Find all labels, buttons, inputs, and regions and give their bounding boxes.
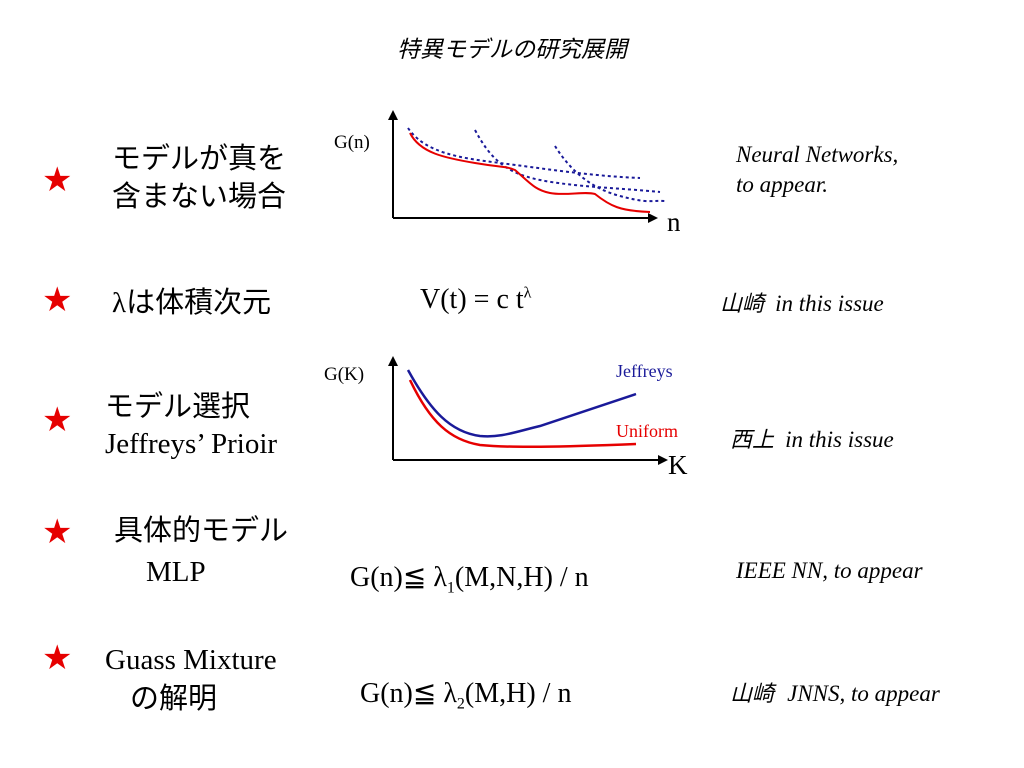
series-line-uniform [408, 379, 637, 449]
chart2-ylabel: G(K) [324, 364, 364, 385]
row4-formula-post: (M,N,H) / n [454, 562, 589, 593]
row2-formula-sup: λ [523, 284, 532, 302]
row5-label-line2: の解明 [130, 681, 218, 715]
row2-reference: 山崎 in this issue [720, 286, 884, 319]
chart1-dotted-curve-1 [407, 127, 641, 179]
row2-reference-jp: 山崎 [720, 292, 765, 317]
legend-uniform: Uniform [616, 421, 678, 441]
chart-g-k: G(K) Jeffreys Uniform K [324, 356, 688, 480]
row5-reference-en: JNNS, to appear [787, 681, 940, 706]
row2-label: λは体積次元 [112, 282, 271, 323]
row2-reference-en: in this issue [775, 291, 884, 316]
row5-label-line1: Guass Mixture [105, 644, 277, 676]
row2-lambda: λ [112, 287, 127, 319]
chart1-dotted-curve-2 [474, 129, 661, 193]
star-bullet-5: ★ [42, 638, 73, 678]
chart1-solid-curve [409, 132, 651, 213]
row1-reference-line1: Neural Networks, [736, 142, 899, 167]
row1-label-line2: 含まない場合 [112, 179, 287, 213]
chart1-y-arrow [388, 110, 398, 120]
row1-reference-line2: to appear. [736, 172, 828, 197]
row2-formula: V(t) = c tλ [420, 284, 531, 316]
row5-formula: G(n)≦ λ2(M,H) / n [360, 676, 571, 714]
series-line-jeffreys [406, 369, 637, 438]
row3-label-line1: モデル選択 [105, 389, 251, 423]
row5-formula-sub: 2 [456, 695, 465, 713]
row3-label-line2: Jeffreys’ Prioir [105, 428, 278, 460]
row4-formula-sub: 1 [446, 579, 455, 597]
row4-formula-pre: G(n)≦ λ [350, 562, 447, 593]
row5-reference: 山崎 JNNS, to appear [730, 676, 940, 709]
row4-reference: IEEE NN, to appear [736, 558, 923, 583]
slide-title: 特異モデルの研究展開 [397, 37, 627, 63]
row2-label-rest: は体積次元 [126, 285, 272, 319]
row5-formula-post: (M,H) / n [464, 678, 572, 709]
row4-label-line2: MLP [146, 556, 206, 588]
chart2-y-arrow [388, 356, 398, 366]
star-bullet-4: ★ [42, 512, 73, 552]
row4-label-line1: 具体的モデル [114, 513, 289, 547]
row3-reference-jp: 西上 [730, 428, 775, 453]
row5-reference-jp: 山崎 [730, 682, 775, 707]
chart2-xlabel: K [668, 450, 688, 480]
row2-formula-main: V(t) = c t [420, 284, 524, 315]
row4-formula: G(n)≦ λ1(M,N,H) / n [350, 560, 589, 598]
star-bullet-2: ★ [42, 280, 73, 320]
chart-g-n: G(n) n [334, 110, 680, 237]
chart2-x-arrow [658, 455, 668, 465]
chart1-xlabel: n [667, 207, 680, 237]
star-bullet-1: ★ [42, 160, 73, 200]
row3-reference: 西上 in this issue [730, 422, 894, 455]
row1-label-line1: モデルが真を [112, 141, 287, 175]
star-bullet-3: ★ [42, 400, 73, 440]
chart1-x-arrow [648, 213, 658, 223]
legend-jeffreys: Jeffreys [616, 361, 673, 381]
row5-formula-pre: G(n)≦ λ [360, 678, 457, 709]
row3-reference-en: in this issue [785, 427, 894, 452]
chart1-ylabel: G(n) [334, 132, 370, 153]
